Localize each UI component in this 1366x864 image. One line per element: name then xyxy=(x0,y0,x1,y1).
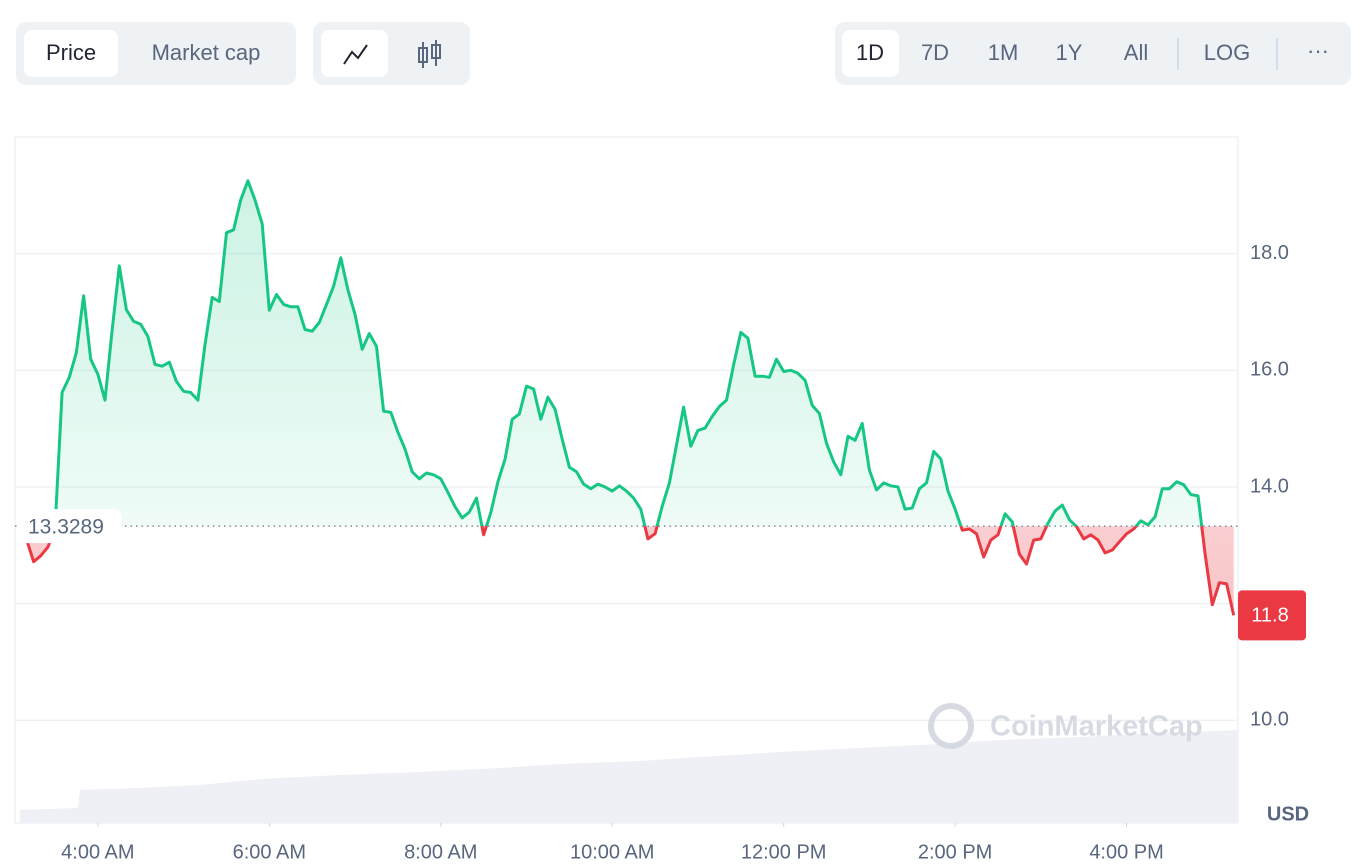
watermark-text: CoinMarketCap xyxy=(990,711,1203,743)
watermark: CoinMarketCap xyxy=(928,703,1203,749)
y-unit: USD xyxy=(1267,803,1309,825)
range-button[interactable]: 1M xyxy=(988,40,1019,65)
y-tick-label: 10.0 xyxy=(1250,709,1289,731)
x-tick-label: 10:00 AM xyxy=(570,841,655,863)
more-button[interactable]: ··· xyxy=(1307,38,1329,63)
price-button[interactable]: Price xyxy=(46,40,96,65)
volume-backdrop xyxy=(20,730,1238,823)
x-tick-label: 4:00 AM xyxy=(61,841,134,863)
last-price-bg xyxy=(1238,590,1306,641)
range-toggle: 1D 7D 1M 1Y All LOG ··· xyxy=(835,22,1351,85)
toggle-bg xyxy=(835,22,1351,85)
last-price-label: 11.8 xyxy=(1251,605,1288,627)
x-tick-label: 6:00 AM xyxy=(233,841,306,863)
data-layer: 13.3289 xyxy=(15,179,1238,616)
metric-toggle: Price Market cap xyxy=(16,22,296,85)
range-button[interactable]: All xyxy=(1124,40,1148,65)
price-line-down xyxy=(18,526,1236,616)
log-button[interactable]: LOG xyxy=(1204,40,1250,65)
selected-bg xyxy=(24,30,118,77)
area-up xyxy=(19,180,1202,527)
range-button[interactable]: 1D xyxy=(856,40,884,65)
y-tick-label: 16.0 xyxy=(1250,359,1289,381)
price-line-up xyxy=(17,179,1204,527)
candle-icon[interactable] xyxy=(418,40,441,68)
range-button[interactable]: 1Y xyxy=(1056,40,1083,65)
y-tick-label: 18.0 xyxy=(1250,242,1289,264)
selected-bg xyxy=(842,30,899,77)
x-tick-label: 8:00 AM xyxy=(404,841,477,863)
baseline-label: 13.3289 xyxy=(28,516,104,539)
area-down xyxy=(19,526,1234,616)
x-tick-label: 4:00 PM xyxy=(1089,841,1163,863)
range-button[interactable]: 7D xyxy=(921,40,949,65)
x-tick-label: 2:00 PM xyxy=(918,841,992,863)
watermark-logo xyxy=(928,703,974,749)
y-tick-label: 14.0 xyxy=(1250,475,1289,497)
chart-style-toggle xyxy=(313,22,470,85)
baseline-label-bg xyxy=(18,509,122,544)
line-icon[interactable] xyxy=(343,44,368,65)
market-cap-button[interactable]: Market cap xyxy=(152,40,261,65)
x-tick-label: 12:00 PM xyxy=(741,841,827,863)
